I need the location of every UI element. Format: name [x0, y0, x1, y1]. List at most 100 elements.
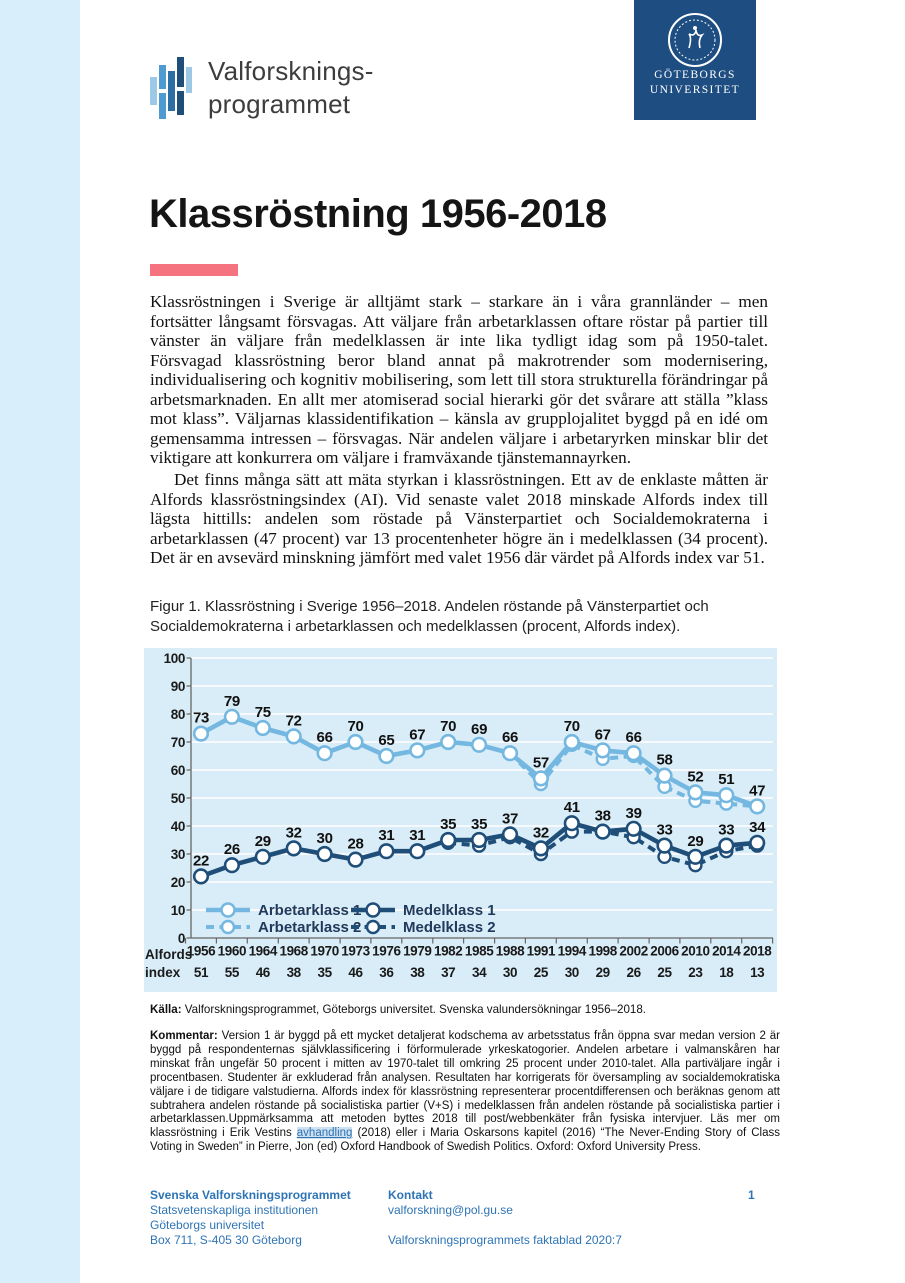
data-label: 66 — [502, 729, 518, 746]
contact-email-link[interactable]: valforskning@pol.gu.se — [388, 1203, 513, 1217]
legend-label-arbetarklass-1: Arbetarklass 1 — [258, 902, 361, 919]
alfords-index-value: 30 — [565, 965, 579, 980]
alfords-index-value: 38 — [287, 965, 302, 980]
data-label: 31 — [409, 827, 425, 844]
brand-name-line1: Valforsknings- — [208, 56, 374, 86]
data-label: 70 — [347, 718, 363, 735]
gu-name-line2: UNIVERSITET — [649, 84, 741, 96]
series-line-arbetarklass-2 — [508, 742, 758, 809]
footer-contact-column: Kontakt valforskning@pol.gu.se Valforskn… — [388, 1188, 688, 1248]
data-label: 72 — [286, 712, 302, 729]
x-year-label: 2010 — [681, 944, 709, 959]
x-year-label: 1982 — [434, 944, 462, 959]
x-year-label: 1970 — [310, 944, 338, 959]
x-year-label: 1988 — [496, 944, 525, 959]
x-year-label: 2014 — [712, 944, 741, 959]
x-year-label: 1994 — [558, 944, 587, 959]
alfords-index-value: 35 — [317, 965, 332, 980]
data-point — [687, 784, 704, 801]
source-label: Källa: — [150, 1003, 182, 1016]
avhandling-link[interactable]: avhandling — [296, 1127, 353, 1140]
data-point — [718, 787, 735, 804]
gu-seal-icon — [668, 13, 722, 67]
data-point — [192, 868, 210, 885]
data-point — [749, 834, 766, 851]
data-point — [749, 798, 766, 815]
data-point — [656, 767, 673, 784]
data-label: 57 — [533, 754, 549, 771]
class-voting-line-chart: 0 10 20 30 40 50 60 70 80 90 100 73 79 75 72 66 70 65 67 70… — [145, 651, 774, 980]
x-year-label: 1960 — [218, 944, 246, 959]
alfords-index-value: 25 — [657, 965, 672, 980]
data-point — [440, 733, 457, 751]
y-axis-label: 90 — [171, 679, 185, 694]
page-number: 1 — [748, 1188, 755, 1202]
footer-contact-label: Kontakt — [388, 1188, 433, 1202]
alfords-index-value: 29 — [596, 965, 610, 980]
legend-marker — [365, 902, 381, 918]
comment-label: Kommentar: — [150, 1030, 218, 1042]
y-axis-label: 80 — [171, 707, 185, 722]
data-point — [316, 845, 333, 863]
data-point — [223, 857, 240, 874]
intro-paragraph: Klassröstningen i Sverige är alltjämt st… — [150, 292, 768, 467]
brand-name-line2: programmet — [208, 89, 351, 119]
data-point — [316, 745, 333, 762]
y-axis-label: 20 — [171, 875, 185, 890]
alfords-index-value: 25 — [534, 965, 549, 980]
y-axis-label: 40 — [171, 819, 185, 834]
x-year-label: 1964 — [249, 944, 278, 959]
data-point — [223, 708, 240, 725]
data-point — [409, 843, 426, 860]
alfords-index-value: 23 — [688, 965, 703, 980]
data-label: 47 — [749, 782, 765, 799]
comment-text-before-link: Version 1 är byggd på ett mycket detalje… — [150, 1030, 780, 1140]
data-label: 29 — [255, 833, 271, 850]
data-label: 73 — [193, 710, 209, 727]
comment-text-after-link: (2018) eller i Maria Oskarsons kapitel (… — [150, 1127, 780, 1154]
x-year-label: 2002 — [619, 944, 647, 959]
data-point — [501, 826, 519, 843]
data-point — [718, 837, 735, 854]
legend-marker — [365, 919, 381, 935]
gothenburg-university-logo-box: GÖTEBORGS UNIVERSITET — [634, 0, 756, 120]
footer-address-column: Svenska Valforskningsprogrammet Statsvet… — [150, 1188, 380, 1248]
alfords-index-value: 34 — [472, 965, 487, 980]
data-label: 39 — [626, 805, 642, 822]
source-line: Källa: Valforskningsprogrammet, Göteborg… — [150, 1003, 780, 1017]
footer-postal-address: Box 711, S-405 30 Göteborg — [150, 1233, 302, 1247]
left-accent-strip — [0, 0, 80, 1283]
alfords-index-value: 37 — [441, 965, 455, 980]
data-point — [625, 820, 642, 837]
data-label: 75 — [255, 704, 271, 721]
data-point — [594, 742, 611, 759]
data-point — [563, 815, 580, 832]
x-year-label: 1968 — [279, 944, 308, 959]
data-label: 66 — [626, 729, 642, 746]
data-point — [471, 831, 488, 849]
alfords-index-value: 38 — [410, 965, 425, 980]
comment-block: Kommentar: Version 1 är byggd på ett myc… — [150, 1030, 780, 1155]
data-point — [471, 736, 488, 753]
data-label: 69 — [471, 721, 487, 738]
data-point — [625, 745, 642, 762]
data-label: 66 — [317, 729, 333, 746]
data-label: 79 — [224, 693, 240, 710]
x-year-label: 1991 — [527, 944, 556, 959]
gu-name-line1: GÖTEBORGS — [654, 69, 736, 81]
data-label: 30 — [317, 830, 333, 847]
data-label: 52 — [687, 768, 703, 785]
y-axis-label: 0 — [178, 931, 185, 946]
chart-panel: 0 10 20 30 40 50 60 70 80 90 100 73 79 75 72 66 70 65 67 70… — [144, 648, 777, 992]
data-label: 33 — [718, 822, 734, 839]
y-axis-label: 60 — [171, 763, 185, 778]
data-point — [378, 843, 395, 860]
y-axis-label: 30 — [171, 847, 185, 862]
data-label: 32 — [286, 824, 302, 841]
alfords-index-value: 51 — [194, 965, 209, 980]
data-label: 41 — [564, 799, 580, 816]
legend-label-medelklass-1: Medelklass 1 — [403, 902, 496, 919]
data-point — [285, 840, 302, 857]
x-year-label: 1979 — [403, 944, 431, 959]
